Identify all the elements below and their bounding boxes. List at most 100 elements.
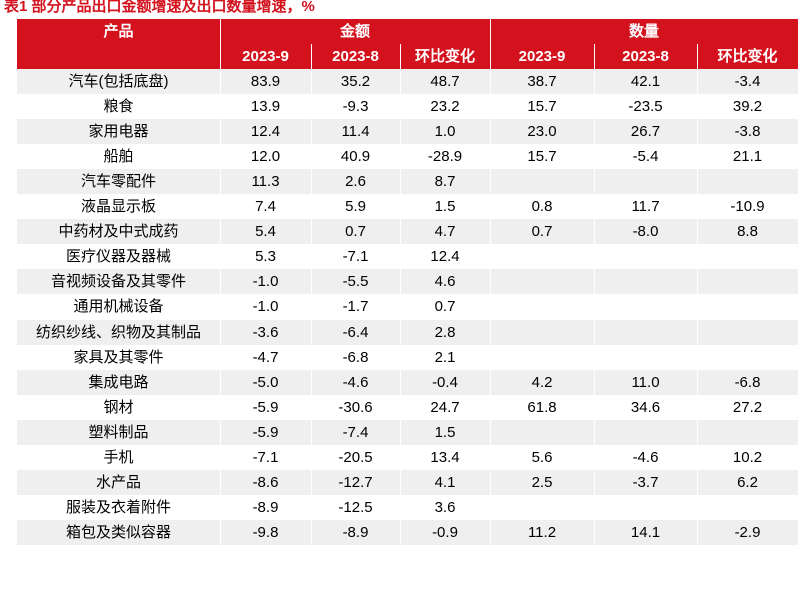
value-cell: 26.7 [630,123,661,141]
value-cell [697,495,798,520]
value-cell: 12.4 [430,248,460,266]
value-cell: 10.2 [732,448,763,466]
value-cell: -0.4 [432,373,458,391]
value-cell [490,294,594,319]
table-row: 服装及衣着附件 -8.9 -12.5 3.6 [17,495,798,520]
value-cell: 0.7 [531,223,553,241]
product-cell: 家具及其零件 [73,348,164,366]
value-cell [490,244,594,269]
header-amount-group: 金额 [339,23,370,40]
value-cell [594,420,697,445]
value-cell: 4.6 [434,273,456,291]
product-cell: 汽车(包括底盘) [68,73,169,90]
product-cell: 钢材 [103,398,134,416]
value-cell: 39.2 [732,98,763,116]
header-quantity-2023-8: 2023-8 [622,48,669,65]
column-divider [311,69,312,598]
product-cell: 汽车零配件 [80,173,156,191]
value-cell [490,320,594,345]
value-cell: -4.6 [632,448,659,466]
value-cell [697,320,798,345]
value-cell: 0.7 [434,298,456,316]
header-divider [490,19,491,69]
value-cell: 11.3 [251,173,280,191]
value-cell: 8.7 [434,173,456,191]
value-cell: 23.0 [527,123,557,141]
value-cell: -6.8 [734,373,761,391]
value-cell [490,169,594,194]
value-cell: -5.9 [252,398,279,416]
value-cell [490,345,594,370]
value-cell: 11.7 [631,198,660,216]
table-row: 塑料制品 -5.9 -7.4 1.5 [17,419,798,445]
value-cell: 27.2 [732,398,763,416]
value-cell: 61.8 [527,398,557,416]
table-row: 箱包及类似容器 -9.8 -8.9 -0.9 11.2 14.1 -2.9 [17,519,798,545]
value-cell: -5.0 [252,373,279,391]
value-cell: 2.5 [531,473,553,491]
column-divider [697,69,698,598]
value-cell: -7.1 [342,248,369,266]
table-row: 音视频设备及其零件 -1.0 -5.5 4.6 [17,269,798,295]
table-row: 水产品 -8.6 -12.7 4.1 2.5 -3.7 6.2 [17,469,798,495]
value-cell: -12.5 [338,498,373,516]
value-cell: -6.4 [342,323,369,341]
product-cell: 家用电器 [88,123,149,141]
value-cell: 1.5 [434,423,456,441]
table-row: 手机 -7.1 -20.5 13.4 5.6 -4.6 10.2 [17,445,798,470]
value-cell: -3.6 [252,323,279,341]
table-row: 汽车零配件 11.3 2.6 8.7 [17,169,798,195]
product-cell: 纺织纱线、织物及其制品 [35,323,201,341]
value-cell: -1.7 [342,298,369,316]
value-cell: 42.1 [630,73,661,90]
value-cell: -20.5 [338,448,373,466]
value-cell [594,320,697,345]
product-cell: 手机 [103,448,134,466]
value-cell: 21.1 [732,148,763,166]
header-divider [697,44,698,69]
value-cell: -3.8 [734,123,761,141]
product-cell: 粮食 [103,98,134,116]
value-cell [594,495,697,520]
product-cell: 塑料制品 [88,423,149,441]
table-row: 纺织纱线、织物及其制品 -3.6 -6.4 2.8 [17,319,798,345]
value-cell: 4.1 [434,473,456,491]
value-cell: -8.0 [632,223,659,241]
value-cell: 0.7 [345,223,366,241]
value-cell [490,269,594,294]
value-cell: 11.2 [527,523,557,541]
value-cell [697,345,798,370]
value-cell: -23.5 [628,98,663,116]
table-row: 汽车(包括底盘) 83.9 35.2 48.7 38.7 42.1 -3.4 [17,69,798,94]
value-cell: -30.6 [338,398,373,416]
value-cell: -9.8 [252,523,279,541]
value-cell: -6.8 [342,348,369,366]
value-cell [697,269,798,294]
header-quantity-group: 数量 [628,23,659,40]
value-cell: -8.9 [342,523,369,541]
value-cell: 83.9 [250,73,281,90]
table-header: 产品 金额 数量 2023-9 2023-8 环比变化 2023-9 2023-… [17,19,798,69]
value-cell: -28.9 [427,148,463,166]
value-cell: 2.8 [434,323,456,341]
value-cell: -10.9 [730,198,765,216]
value-cell: 13.9 [250,98,281,116]
product-cell: 音视频设备及其零件 [50,273,186,291]
value-cell: 2.1 [434,348,456,366]
value-cell: 48.7 [430,73,460,90]
value-cell: -7.1 [252,448,279,466]
header-amount-2023-9: 2023-9 [242,48,289,65]
value-cell: -8.9 [252,498,279,516]
value-cell [697,294,798,319]
table-row: 船舶 12.0 40.9 -28.9 15.7 -5.4 21.1 [17,144,798,169]
header-divider [594,44,595,69]
value-cell: 23.2 [430,98,460,116]
value-cell: 35.2 [340,73,371,90]
value-cell: 5.9 [345,198,366,216]
product-cell: 水产品 [95,473,141,491]
value-cell: 7.4 [255,198,276,216]
value-cell: -1.0 [252,273,279,291]
table-row: 钢材 -5.9 -30.6 24.7 61.8 34.6 27.2 [17,395,798,420]
value-cell: 1.0 [434,123,456,141]
header-divider [311,44,312,69]
